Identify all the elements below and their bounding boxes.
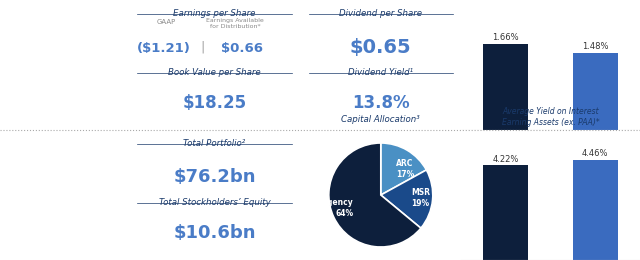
Text: ARC
17%: ARC 17% <box>396 159 415 179</box>
Text: ($1.21): ($1.21) <box>138 42 191 55</box>
Text: 1.48%: 1.48% <box>582 42 609 51</box>
Text: Capital Allocation³: Capital Allocation³ <box>341 114 420 124</box>
Bar <box>483 165 528 260</box>
Bar <box>573 160 618 260</box>
Text: MSR
19%: MSR 19% <box>411 188 430 207</box>
Text: Dividend Yield¹: Dividend Yield¹ <box>348 68 413 77</box>
Text: 4.46%: 4.46% <box>582 149 609 158</box>
Text: Total Portfolio²: Total Portfolio² <box>183 139 246 148</box>
Text: Earnings &
Book Value: Earnings & Book Value <box>27 49 101 81</box>
Wedge shape <box>381 143 426 195</box>
Text: Earnings Available
for Distribution*: Earnings Available for Distribution* <box>206 18 264 29</box>
Text: Total Stockholders’ Equity: Total Stockholders’ Equity <box>159 198 270 207</box>
Text: $76.2bn: $76.2bn <box>173 168 255 186</box>
Text: 4.22%: 4.22% <box>492 155 519 164</box>
Text: $10.6bn: $10.6bn <box>173 224 255 242</box>
Text: $0.65: $0.65 <box>350 38 412 57</box>
Wedge shape <box>329 143 421 247</box>
Text: 1.66%: 1.66% <box>492 32 519 42</box>
Text: $18.25: $18.25 <box>182 94 246 112</box>
Text: Dividend per Share: Dividend per Share <box>339 9 422 18</box>
Bar <box>483 44 528 130</box>
Text: GAAP: GAAP <box>156 20 175 25</box>
Text: Agency
64%: Agency 64% <box>322 198 353 218</box>
Text: Investment
Portfolio: Investment Portfolio <box>26 179 102 211</box>
Text: $0.66: $0.66 <box>221 42 263 55</box>
Wedge shape <box>381 170 433 228</box>
Text: |: | <box>200 40 205 53</box>
Text: Average Yield on Interest
Earning Assets (ex. PAA)*: Average Yield on Interest Earning Assets… <box>502 107 599 127</box>
Bar <box>573 53 618 130</box>
Text: 13.8%: 13.8% <box>352 94 410 112</box>
Text: Book Value per Share: Book Value per Share <box>168 68 260 77</box>
Text: Earnings per Share: Earnings per Share <box>173 9 255 18</box>
